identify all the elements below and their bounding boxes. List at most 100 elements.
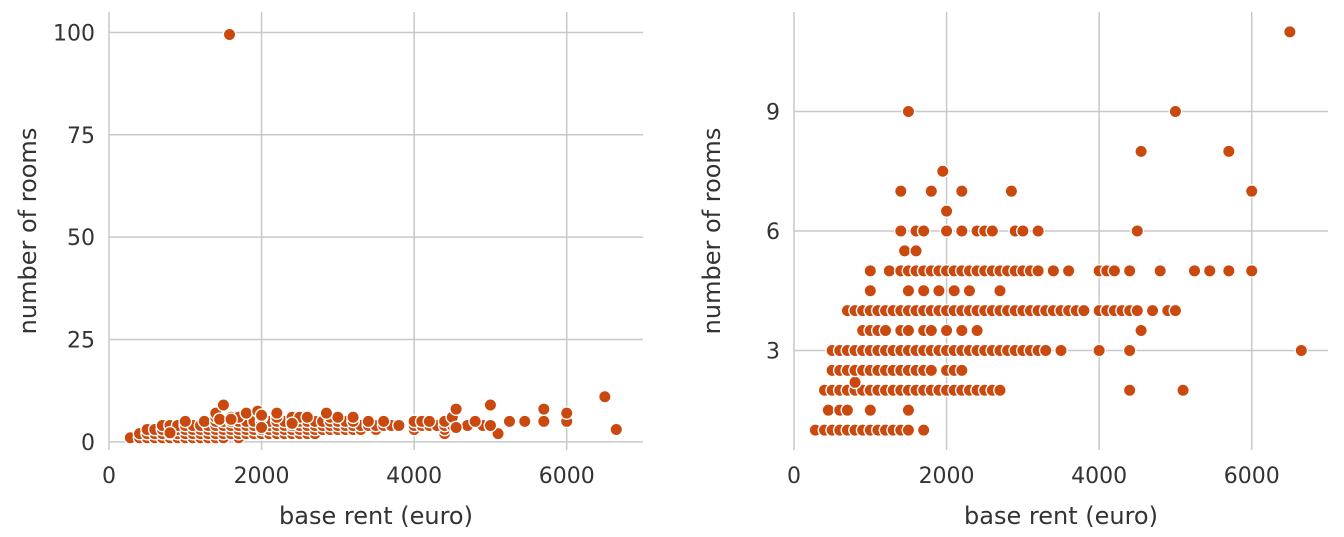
x-tick-label: 4000: [386, 464, 442, 489]
data-point: [178, 414, 193, 429]
data-point: [422, 414, 437, 429]
data-points: [123, 27, 624, 445]
data-point: [1153, 263, 1168, 278]
data-point: [863, 263, 878, 278]
data-point: [559, 406, 574, 421]
data-point: [1221, 263, 1236, 278]
data-point: [882, 263, 897, 278]
data-point: [1076, 303, 1091, 318]
data-point: [609, 422, 624, 437]
tick-labels: 0 2000 4000 6000 0 25 50 75 100: [53, 21, 595, 489]
data-point: [1122, 263, 1137, 278]
data-point: [1168, 303, 1183, 318]
data-point: [1038, 343, 1053, 358]
data-point: [502, 414, 517, 429]
data-point: [924, 363, 939, 378]
data-point: [893, 224, 908, 238]
data-point: [330, 410, 345, 425]
data-point: [932, 283, 946, 298]
data-point: [954, 363, 969, 378]
data-point: [1107, 263, 1122, 278]
data-point: [468, 414, 483, 429]
x-tick-label: 2000: [919, 464, 975, 489]
x-tick-label: 4000: [1071, 464, 1127, 489]
data-point: [1004, 184, 1019, 199]
data-point: [939, 323, 954, 338]
data-point: [449, 420, 463, 435]
x-tick-label: 6000: [539, 464, 595, 489]
data-point: [863, 403, 878, 418]
data-point: [1176, 383, 1190, 398]
data-point: [1221, 144, 1236, 159]
data-point: [954, 184, 969, 199]
data-point: [901, 104, 916, 119]
y-tick-label: 50: [67, 226, 95, 251]
data-point: [893, 184, 908, 199]
data-point: [954, 224, 969, 238]
data-point: [597, 389, 612, 404]
x-tick-label: 0: [787, 464, 801, 489]
y-tick-label: 75: [67, 124, 95, 149]
data-point: [970, 323, 984, 338]
y-tick-label: 0: [81, 431, 95, 456]
data-point: [319, 406, 334, 421]
data-point: [269, 406, 284, 421]
data-point: [947, 283, 962, 298]
data-point: [916, 283, 931, 298]
data-point: [916, 423, 931, 437]
data-point: [1122, 343, 1137, 358]
data-point: [1168, 104, 1183, 119]
data-point: [300, 410, 315, 425]
data-point: [897, 244, 912, 258]
data-point: [1244, 263, 1259, 278]
data-point: [901, 423, 916, 437]
data-point: [901, 283, 916, 298]
data-point: [449, 402, 463, 416]
data-point: [1061, 263, 1076, 278]
data-point: [1015, 224, 1030, 238]
data-point: [1294, 343, 1309, 358]
x-axis-label: base rent (euro): [279, 502, 473, 530]
data-point: [939, 204, 954, 218]
data-point: [1134, 144, 1149, 159]
data-point: [1031, 224, 1046, 238]
y-tick-label: 3: [766, 339, 780, 364]
x-tick-label: 2000: [234, 464, 290, 489]
scatter-panel-right: 0 2000 4000 6000 3 6 9 base rent (euro) number…: [698, 12, 1328, 530]
data-point: [391, 418, 406, 433]
data-point: [954, 323, 969, 338]
data-point: [222, 27, 237, 42]
y-tick-label: 6: [766, 220, 780, 245]
y-tick-label: 100: [53, 21, 95, 46]
gridlines: [793, 12, 1328, 450]
data-point: [254, 408, 269, 423]
data-point: [483, 398, 498, 412]
data-point: [962, 283, 977, 298]
data-point: [935, 164, 950, 179]
data-point: [1092, 343, 1107, 358]
data-point: [163, 425, 177, 440]
data-point: [1054, 343, 1068, 358]
data-point: [536, 402, 551, 416]
data-point: [224, 412, 238, 427]
data-point: [901, 323, 916, 338]
data-point: [1130, 303, 1145, 318]
data-point: [197, 414, 212, 429]
data-points: [808, 25, 1309, 437]
x-axis-label: base rent (euro): [964, 502, 1158, 530]
x-tick-label: 6000: [1224, 464, 1280, 489]
data-point: [1122, 383, 1137, 398]
data-point: [376, 414, 391, 429]
data-point: [848, 375, 862, 390]
data-point: [993, 283, 1007, 298]
data-point: [1187, 263, 1202, 278]
x-tick-label: 0: [102, 464, 116, 489]
data-point: [1046, 263, 1061, 278]
data-point: [924, 184, 939, 199]
gridlines: [108, 12, 643, 450]
scatter-panel-left: 0 2000 4000 6000 0 25 50 75 100 base rent (euro)…: [14, 12, 643, 530]
data-point: [361, 414, 376, 429]
data-point: [212, 412, 227, 427]
data-point: [901, 403, 916, 418]
